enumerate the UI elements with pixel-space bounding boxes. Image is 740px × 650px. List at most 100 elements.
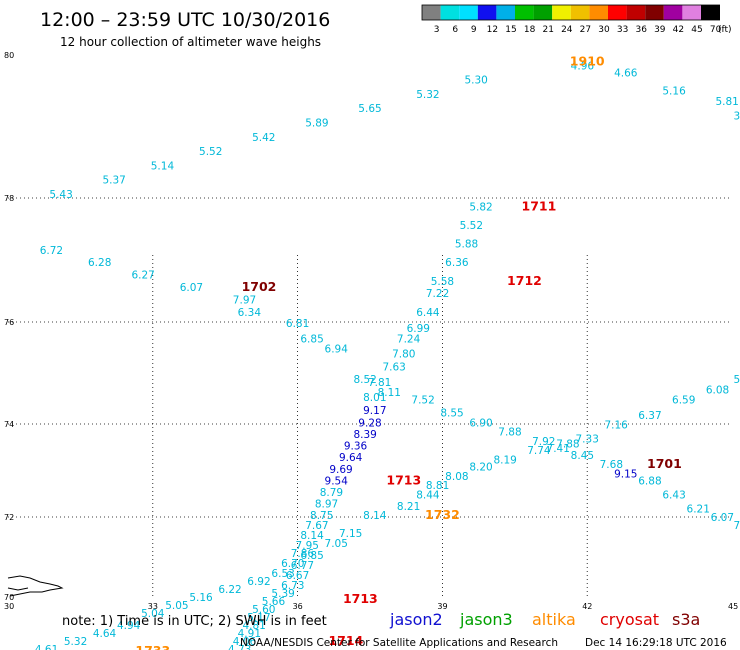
swh-value: 9.36: [344, 441, 368, 453]
pass-time-label: 1701: [647, 456, 682, 471]
swh-value: 6.53: [271, 568, 294, 580]
swh-value: 7.74: [527, 445, 551, 457]
swh-value: 5.88: [455, 239, 478, 251]
swh-value: 8.20: [469, 462, 492, 474]
swh-value: 8.81: [426, 480, 449, 492]
swh-value: 4.81: [242, 620, 265, 632]
swh-value: 8.19: [493, 455, 516, 467]
swh-value: 6.27: [131, 270, 154, 282]
swh-value: 8.52: [353, 374, 376, 386]
swh-value: 7.22: [426, 288, 449, 300]
pass-time-label: 1733: [135, 643, 170, 650]
swh-value: 6.67: [286, 570, 309, 582]
pass-time-label: 1702: [242, 279, 277, 294]
map-subtitle: 12 hour collection of altimeter wave hei…: [60, 35, 321, 49]
legend-label: 39: [654, 25, 666, 35]
legend-label: 42: [673, 25, 684, 35]
legend-swatch: [701, 5, 720, 20]
swh-value: 8.14: [363, 510, 387, 522]
swh-value: 6.37: [638, 410, 661, 422]
pass-time-label: 1732: [425, 507, 460, 522]
swh-value: 8.08: [445, 471, 468, 483]
wave-height-labels: 4.96 4.66 5.30 5.32 5.16 5.81 3 5.65 5.89 5.42 5.5…: [35, 60, 740, 650]
swh-value: 8.11: [378, 387, 401, 399]
legend-label: 12: [487, 25, 498, 35]
lon-tick-label: 39: [437, 602, 447, 611]
satellite-legend: jason2 jason3 altika cryosat s3a: [389, 610, 700, 629]
legend-swatch: [440, 5, 460, 20]
color-legend: 3 6 9 12 15 18 21 24 27 30 33 36 39 42 45 70(ft): [421, 4, 732, 35]
lat-lon-grid: [8, 197, 732, 597]
swh-value: 6.90: [469, 417, 492, 429]
swh-value: 6.77: [291, 560, 314, 572]
swh-value: 8.97: [315, 499, 338, 511]
swh-value: 6.28: [88, 257, 111, 269]
swh-value: 7.68: [600, 459, 623, 471]
legend-label: 21: [542, 25, 553, 35]
swh-value: 5.89: [305, 118, 328, 130]
swh-value: 8.39: [353, 429, 376, 441]
swh-value: 5.81: [715, 96, 738, 108]
swh-value: 7.88: [498, 427, 521, 439]
swh-value: 6.70: [281, 558, 304, 570]
swh-value: 8.21: [397, 501, 420, 513]
swh-value: 6.88: [638, 475, 661, 487]
swh-value: 4.06: [233, 636, 257, 648]
legend-label: 6: [452, 25, 458, 35]
swh-value: 5.43: [49, 189, 72, 201]
swh-value: 7.52: [411, 395, 434, 407]
satellite-name: altika: [532, 610, 576, 629]
swh-value: 6.59: [672, 395, 695, 407]
satellite-name: jason3: [459, 610, 513, 629]
pass-time-label: 1711: [522, 198, 557, 213]
pass-time-label: 1713: [343, 591, 378, 606]
legend-label: 18: [524, 25, 536, 35]
swh-value: 3: [733, 110, 740, 122]
swh-value: 5.16: [189, 592, 213, 604]
legend-swatch: [422, 5, 441, 20]
swh-value: 6.99: [407, 323, 430, 335]
lat-tick-label: 72: [4, 513, 14, 522]
legend-label: 70: [710, 25, 722, 35]
lon-tick-label: 33: [148, 602, 158, 611]
swh-value: 7.86: [291, 548, 315, 560]
swh-value: 7.16: [604, 420, 628, 432]
legend-label: 27: [580, 25, 591, 35]
swh-value: 5.37: [102, 175, 125, 187]
legend-swatch: [626, 5, 646, 20]
swh-value: 5.52: [199, 146, 222, 158]
swh-value: 8.44: [416, 489, 440, 501]
swh-value: 7.88: [556, 438, 579, 450]
swh-value: 4.96: [571, 60, 595, 72]
swh-value: 5.52: [460, 220, 483, 232]
swh-value: 7.33: [576, 434, 599, 446]
legend-label: 33: [617, 25, 628, 35]
swh-value: 6.43: [662, 489, 685, 501]
swh-value: 8.75: [310, 510, 333, 522]
timestamp-text: Dec 14 16:29:18 UTC 2016: [585, 637, 727, 649]
swh-value: 9.17: [363, 405, 386, 417]
legend-swatch: [477, 5, 497, 20]
lon-tick-label: 36: [293, 602, 303, 611]
swh-value: 7.81: [368, 377, 391, 389]
swh-value: 5.30: [464, 75, 487, 87]
swh-value: 5.42: [252, 132, 275, 144]
swh-value: 6.72: [40, 245, 63, 257]
swh-value: 9.28: [358, 417, 381, 429]
lat-tick-label: 78: [4, 194, 14, 203]
swh-value: 6.08: [706, 384, 729, 396]
swh-value: 5: [733, 374, 740, 386]
swh-value: 9.69: [329, 464, 352, 476]
swh-value: 4.91: [238, 628, 261, 640]
lon-tick-label: 45: [728, 602, 738, 611]
legend-swatch: [515, 5, 534, 20]
swh-value: 6.34: [238, 307, 262, 319]
swh-value: 6.44: [416, 307, 440, 319]
swh-value: 6.85: [300, 333, 323, 345]
legend-swatch: [533, 5, 553, 20]
swh-value: 5.16: [662, 85, 686, 97]
swh-value: 6.21: [687, 503, 710, 515]
swh-value: 5.17: [247, 612, 270, 624]
swh-value: 9.64: [339, 452, 363, 464]
